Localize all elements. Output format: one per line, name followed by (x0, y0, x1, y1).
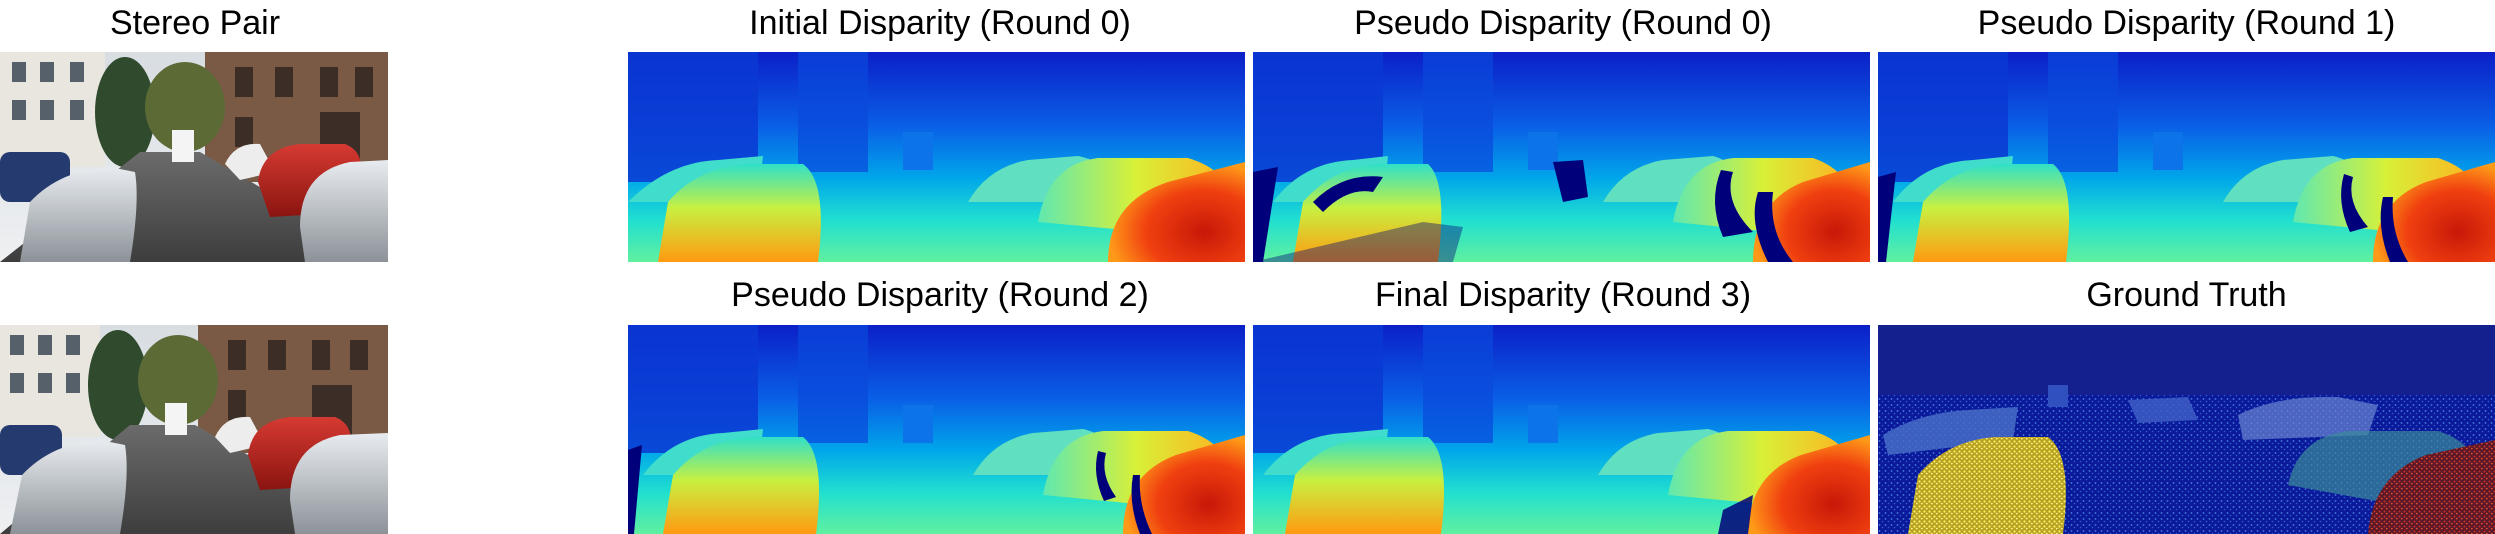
label-pseudo-disparity-round0: Pseudo Disparity (Round 0) (1354, 4, 1772, 42)
label-ground-truth: Ground Truth (2086, 276, 2287, 314)
label-stereo-pair: Stereo Pair (109, 4, 281, 42)
stereo-right-image (0, 325, 388, 534)
label-pseudo-disparity-round1: Pseudo Disparity (Round 1) (1977, 4, 2396, 42)
initial-disparity-map (628, 52, 1245, 262)
pseudo-disparity-round0-map (1253, 52, 1870, 262)
pseudo-disparity-round1-map (1878, 52, 2495, 262)
label-pseudo-disparity-round2: Pseudo Disparity (Round 2) (731, 276, 1149, 314)
pseudo-disparity-round2-map (628, 325, 1245, 534)
ground-truth-map (1878, 325, 2495, 534)
label-final-disparity: Final Disparity (Round 3) (1374, 276, 1752, 314)
label-initial-disparity: Initial Disparity (Round 0) (749, 4, 1131, 42)
stereo-left-image (0, 52, 388, 262)
final-disparity-round3-map (1253, 325, 1870, 534)
